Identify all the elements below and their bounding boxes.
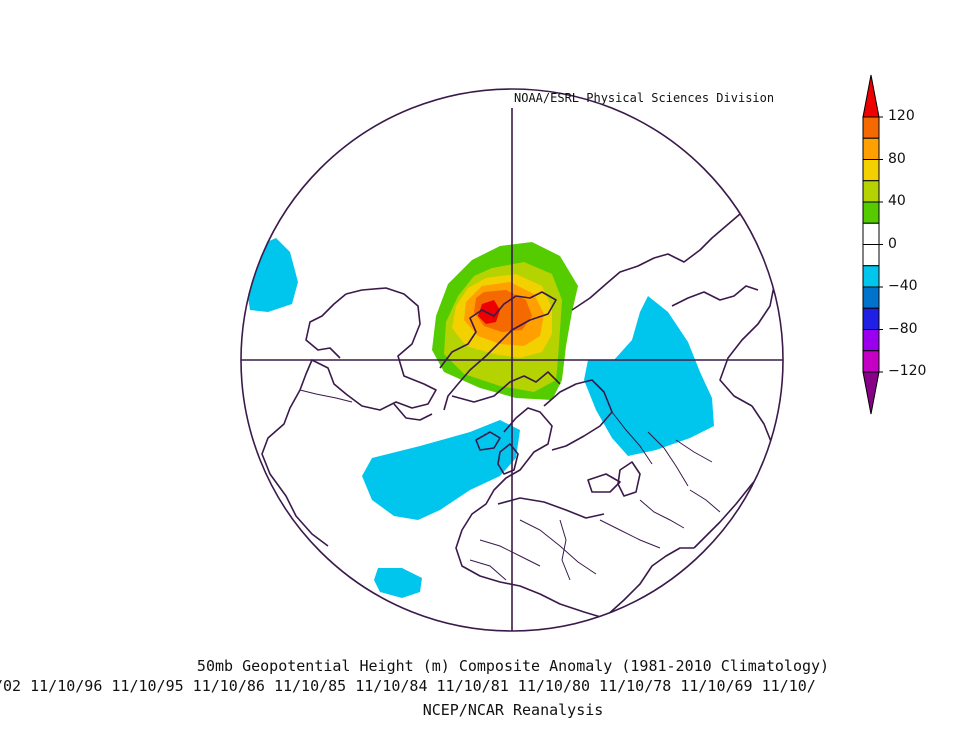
coastline-alaska <box>305 293 347 359</box>
colorbar-tick-label: −40 <box>888 278 918 294</box>
political-borders <box>299 389 721 581</box>
colorbar-segment <box>862 180 880 203</box>
coastline-caspian <box>617 461 641 497</box>
coastline-greenland <box>451 371 561 403</box>
colorbar-segment <box>862 201 880 224</box>
coastline-uk <box>497 443 519 475</box>
coastline-siberia-east <box>671 285 759 307</box>
coastline-europe <box>455 407 605 619</box>
colorbar-tick-label: 80 <box>888 150 906 167</box>
coastline-arctic-islands <box>439 291 557 411</box>
dataset-label: NCEP/NCAR Reanalysis <box>422 701 604 719</box>
coastline-asia-east <box>693 405 773 549</box>
composite-dates: /02 11/10/96 11/10/95 11/10/86 11/10/85 … <box>0 677 816 695</box>
positive-anomaly-120 <box>478 300 500 324</box>
negative-anomaly-atlantic <box>362 420 520 520</box>
colorbar-segment <box>862 244 880 267</box>
colorbar-tick-label: −80 <box>888 320 918 337</box>
coastline-scandinavia <box>543 379 613 451</box>
coastline-mediterranean <box>497 497 605 519</box>
map-title: 50mb Geopotential Height (m) Composite A… <box>196 657 830 675</box>
colorbar-segment <box>862 159 880 182</box>
coastline-iceland <box>475 431 501 451</box>
colorbar-segment <box>862 222 880 245</box>
colorbar-tick-label: 120 <box>888 108 915 124</box>
map-frame <box>240 88 784 632</box>
colorbar-segment <box>862 350 880 373</box>
coastline-middle-east <box>603 547 694 619</box>
colorbar-segment <box>862 265 880 288</box>
colorbar-segment <box>862 307 880 330</box>
colorbar-tick-label: 0 <box>888 235 897 252</box>
colorbar-tick-label: 40 <box>888 193 906 209</box>
negative-anomaly-siberia <box>584 296 714 456</box>
colorbar-segment <box>862 329 880 352</box>
colorbar-segment <box>862 116 880 139</box>
source-label: NOAA/ESRL Physical Sciences Division <box>514 91 775 105</box>
coastline-black-sea <box>587 473 621 493</box>
colorbar <box>862 74 883 415</box>
negative-anomaly-africa <box>374 568 422 598</box>
colorbar-segment <box>862 137 880 160</box>
colorbar-max-arrow <box>862 74 880 118</box>
coastlines <box>261 213 775 619</box>
colorbar-segment <box>862 286 880 309</box>
coastline-north-america <box>261 287 437 547</box>
colorbar-tick-label: −120 <box>888 363 927 379</box>
negative-anomaly-pacific <box>244 238 298 312</box>
coastline-hudson-bay <box>393 403 433 421</box>
map-boundary <box>240 88 784 632</box>
anomaly-shading <box>244 238 714 598</box>
colorbar-min-arrow <box>862 371 880 415</box>
